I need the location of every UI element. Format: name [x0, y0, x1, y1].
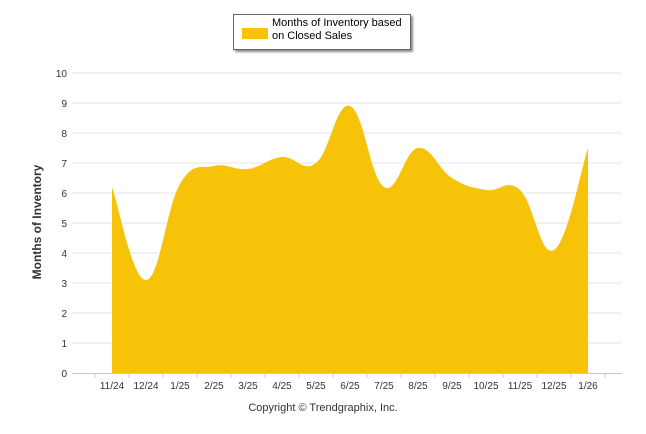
- x-tick-label: 8/25: [408, 381, 428, 392]
- y-tick-label: 6: [61, 189, 67, 200]
- x-tick-label: 4/25: [272, 381, 292, 392]
- x-tick-label: 12/25: [541, 381, 566, 392]
- x-tick-label: 11/25: [508, 381, 533, 392]
- x-tick-label: 12/24: [133, 381, 158, 392]
- x-tick-label: 5/25: [306, 381, 326, 392]
- y-axis-ticks: 0 1 2 3 4 5 6 7 8 9 10: [56, 69, 68, 380]
- x-axis: 11/24 12/24 1/25 2/25 3/25 4/25 5/25 6/25 7/25 8/…: [72, 373, 622, 392]
- y-tick-label: 8: [61, 129, 67, 140]
- series-area: [112, 105, 588, 373]
- legend: Months of Inventory based on Closed Sale…: [233, 14, 411, 50]
- y-tick-label: 10: [56, 69, 68, 80]
- x-tick-label: 10/25: [473, 381, 498, 392]
- x-tick-label: 11/24: [100, 381, 125, 392]
- copyright-credit: Copyright © Trendgraphix, Inc.: [248, 402, 398, 414]
- x-tick-label: 2/25: [204, 381, 224, 392]
- x-tick-label: 9/25: [442, 381, 462, 392]
- y-tick-label: 2: [61, 309, 67, 320]
- y-tick-label: 7: [61, 159, 67, 170]
- y-axis-title: Months of Inventory: [30, 164, 44, 280]
- y-tick-label: 1: [61, 339, 67, 350]
- x-tick-label: 1/25: [170, 381, 190, 392]
- y-tick-label: 9: [61, 99, 67, 110]
- y-tick-label: 3: [61, 279, 67, 290]
- x-tick-label: 3/25: [238, 381, 258, 392]
- y-tick-label: 0: [61, 369, 67, 380]
- y-tick-label: 4: [61, 249, 67, 260]
- legend-swatch: [242, 28, 268, 39]
- x-tick-label: 7/25: [374, 381, 394, 392]
- x-tick-label: 1/26: [578, 381, 598, 392]
- x-tick-label: 6/25: [340, 381, 360, 392]
- y-tick-label: 5: [61, 219, 67, 230]
- legend-label: Months of Inventory based on Closed Sale…: [272, 17, 402, 42]
